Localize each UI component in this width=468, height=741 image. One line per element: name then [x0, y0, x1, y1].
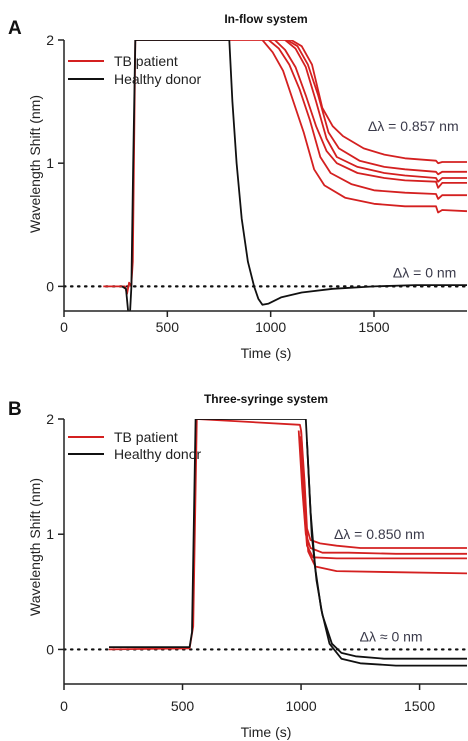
panel-a-annotation: Δλ = 0 nm: [393, 265, 456, 281]
panel-a-series-line-6: [121, 40, 467, 311]
panel-b-annotation: Δλ = 0.850 nm: [334, 526, 425, 542]
panel-a-y-tick-label: 1: [46, 155, 54, 171]
panel-a-series-line-5: [261, 40, 467, 214]
panel-b-series-line-5: [306, 441, 467, 667]
panel-a-annotation: Δλ = 0.857 nm: [368, 118, 459, 134]
panel-a-y-tick-label: 2: [46, 32, 54, 48]
panel-a-series-line-3: [274, 40, 467, 189]
panel-b-xlabel: Time (s): [241, 724, 292, 740]
panel-b-x-tick-label: 500: [171, 698, 195, 714]
panel-a-legend-label: Healthy donor: [114, 71, 202, 87]
panel-a-x-tick-label: 1000: [255, 319, 286, 335]
panel-a-series-line-0: [103, 40, 467, 295]
panel-b-y-tick-label: 1: [46, 526, 54, 542]
panel-b-annotation: Δλ ≈ 0 nm: [360, 628, 423, 644]
panel-a-series-line-4: [268, 40, 467, 200]
panel-a-plot: 0 1 2 0 500 1000 1500 TB patient Healthy donor Δλ…: [46, 32, 468, 335]
panel-letter-b: B: [8, 399, 22, 420]
panel-a-xlabel: Time (s): [241, 345, 292, 361]
panel-a-title: In-flow system: [224, 12, 307, 26]
panel-letter-a: A: [8, 18, 22, 39]
panel-b-x-tick-label: 1000: [285, 698, 316, 714]
panel-b-series-line-2: [299, 436, 467, 560]
panel-a-series-line-2: [284, 40, 467, 183]
panel-b-y-tick-label: 0: [46, 641, 54, 657]
panel-b-legend-label: Healthy donor: [114, 446, 202, 462]
panel-b-title: Three-syringe system: [204, 392, 328, 406]
panel-a-x-tick-label: 500: [156, 319, 180, 335]
panel-a-legend-label: TB patient: [114, 53, 178, 69]
panel-b-x-tick-label: 0: [60, 698, 68, 714]
panel-b-x-tick-label: 1500: [404, 698, 435, 714]
panel-a-x-tick-label: 0: [60, 319, 68, 335]
panel-a-series-line-1: [286, 40, 467, 176]
panel-b-y-tick-label: 2: [46, 411, 54, 427]
panel-a-ylabel: Wavelength Shift (nm): [27, 95, 43, 233]
panel-a-y-tick-label: 0: [46, 278, 54, 294]
panel-b-legend-label: TB patient: [114, 429, 178, 445]
panel-b-ylabel: Wavelength Shift (nm): [27, 478, 43, 616]
panel-a-x-tick-label: 1500: [358, 319, 389, 335]
